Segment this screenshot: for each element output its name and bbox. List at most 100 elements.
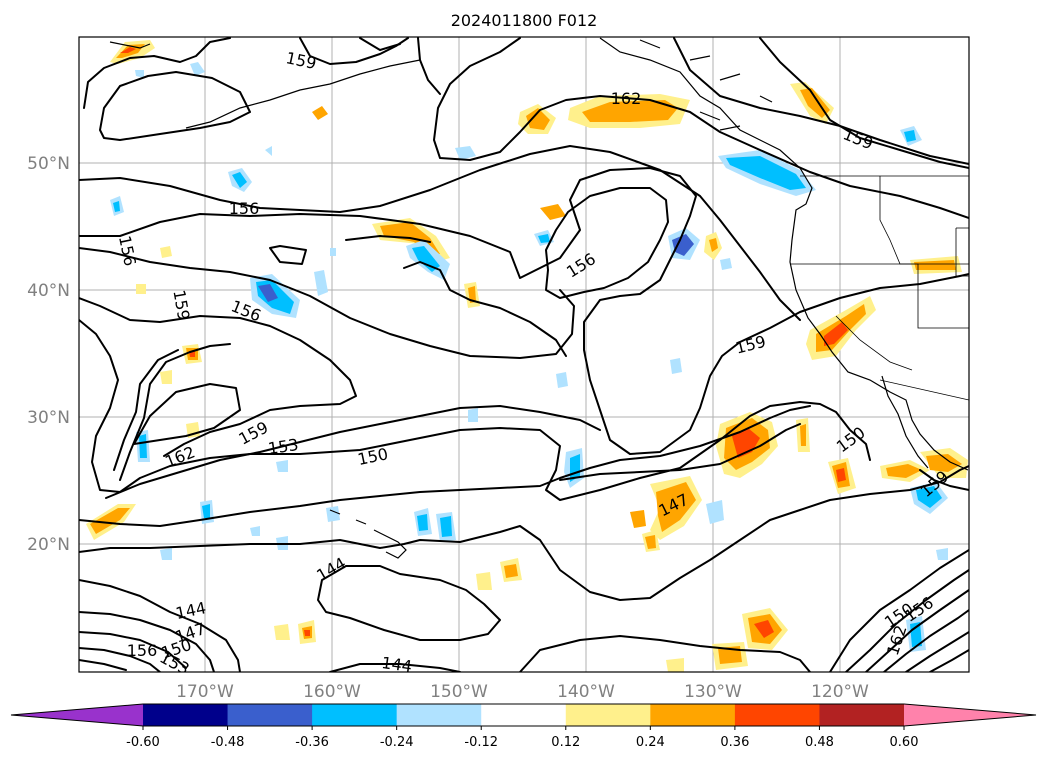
colorbar-tick-label: 0.48: [805, 735, 834, 750]
height-contour: [905, 631, 969, 672]
latitude-labels: 50°N 40°N 30°N 20°N: [27, 154, 70, 555]
baja-california-coastline: [881, 375, 929, 469]
colorbar-tick-label: 0.60: [890, 735, 919, 750]
shade-blob: [314, 270, 328, 296]
lat-label-50n: 50°N: [27, 154, 70, 174]
height-contour: [403, 261, 567, 357]
shade-blob: [160, 548, 172, 560]
shade-blob: [645, 535, 656, 549]
colorbar-tick-label: -0.48: [211, 735, 245, 750]
shade-blob: [754, 620, 774, 638]
lat-label-30n: 30°N: [27, 408, 70, 428]
shade-blob: [656, 482, 696, 532]
height-contour: [269, 245, 307, 265]
height-contour: [433, 37, 969, 219]
shade-blob: [468, 286, 476, 303]
height-contour: [79, 659, 127, 671]
height-contour: [99, 71, 251, 141]
shade-blob: [886, 464, 922, 478]
shade-blob: [926, 454, 962, 472]
lon-label-140w: 140°W: [557, 682, 615, 702]
shade-blob: [202, 504, 210, 518]
colorbar-bin: [396, 704, 482, 726]
colorbar-tick-label: -0.36: [295, 735, 329, 750]
height-contour: [829, 549, 969, 672]
shade-blob: [113, 201, 120, 212]
height-contour: [329, 663, 461, 672]
lon-label-130w: 130°W: [684, 682, 742, 702]
shade-blob: [232, 172, 247, 188]
shade-blob: [468, 408, 478, 422]
height-contour: [919, 469, 969, 491]
height-contour: [79, 465, 969, 601]
contour-label: 156: [229, 199, 260, 218]
shade-blob: [476, 572, 492, 590]
shade-blob: [582, 100, 678, 122]
shade-blob: [139, 434, 147, 458]
us-state-border-diagonal: [835, 315, 913, 371]
shade-blob: [709, 238, 718, 252]
shade-blob: [630, 510, 646, 528]
height-contour: [79, 247, 575, 359]
shade-blob: [526, 108, 550, 130]
height-contour: [417, 37, 441, 95]
map-title: 2024011800 F012: [451, 11, 598, 30]
shade-blob: [540, 204, 566, 220]
shade-blob: [800, 424, 806, 446]
colorbar-tick-label: 0.36: [720, 735, 749, 750]
height-contour: [113, 349, 179, 471]
colorbar-tick-label: -0.24: [380, 735, 414, 750]
shade-blob: [274, 624, 290, 640]
shade-blob: [732, 428, 760, 458]
shade-blob: [330, 248, 336, 256]
shade-blob: [440, 516, 452, 537]
colorbar-bin: [227, 704, 313, 726]
shade-blob: [304, 630, 310, 636]
lon-label-120w: 120°W: [811, 682, 869, 702]
colorbar-bin: [565, 704, 651, 726]
longitude-labels: 170°W 160°W 150°W 140°W 130°W 120°W: [176, 682, 869, 702]
contour-label: 162: [611, 89, 642, 108]
colorbar-bin: [734, 704, 820, 726]
shade-blob: [720, 258, 732, 270]
height-contour: [545, 187, 669, 299]
aleutian-islands: [185, 59, 421, 129]
shade-blob: [258, 284, 278, 302]
shade-blob: [412, 246, 440, 272]
shaded-field: [86, 40, 968, 672]
colorbar-bin: [312, 704, 398, 726]
north-america-coastline: [599, 37, 969, 471]
colorbar-bin: [143, 704, 229, 726]
colorbar-tick-label: 0.24: [636, 735, 665, 750]
height-contour: [559, 423, 801, 481]
shade-blob: [276, 460, 288, 472]
shade-blob: [312, 106, 328, 120]
shade-blob: [824, 322, 848, 346]
shade-blob: [265, 146, 272, 156]
lat-label-40n: 40°N: [27, 281, 70, 301]
shade-blob: [570, 454, 580, 482]
shade-blob: [726, 156, 806, 190]
height-contour: [79, 631, 187, 669]
colorbar-tick-label: -0.12: [464, 735, 498, 750]
shade-blob: [504, 564, 518, 578]
borders: [790, 175, 969, 401]
shade-blob: [136, 284, 146, 294]
shade-blob: [538, 234, 550, 243]
shade-blob: [417, 514, 428, 531]
us-mexico-border: [879, 379, 969, 401]
height-contour: [359, 37, 401, 51]
shade-blob: [135, 70, 144, 78]
height-contour: [79, 611, 215, 672]
height-contour: [83, 37, 231, 109]
alaska-panhandle-islands: [639, 39, 773, 131]
contour-label: 144: [380, 653, 413, 676]
colorbar-bin: [481, 704, 567, 726]
height-contour: [119, 343, 231, 481]
height-contour: [845, 569, 969, 672]
contour-label: 153: [267, 435, 300, 458]
height-contour: [79, 145, 801, 321]
shade-blob: [455, 146, 476, 160]
contour-label: 156: [127, 641, 158, 660]
